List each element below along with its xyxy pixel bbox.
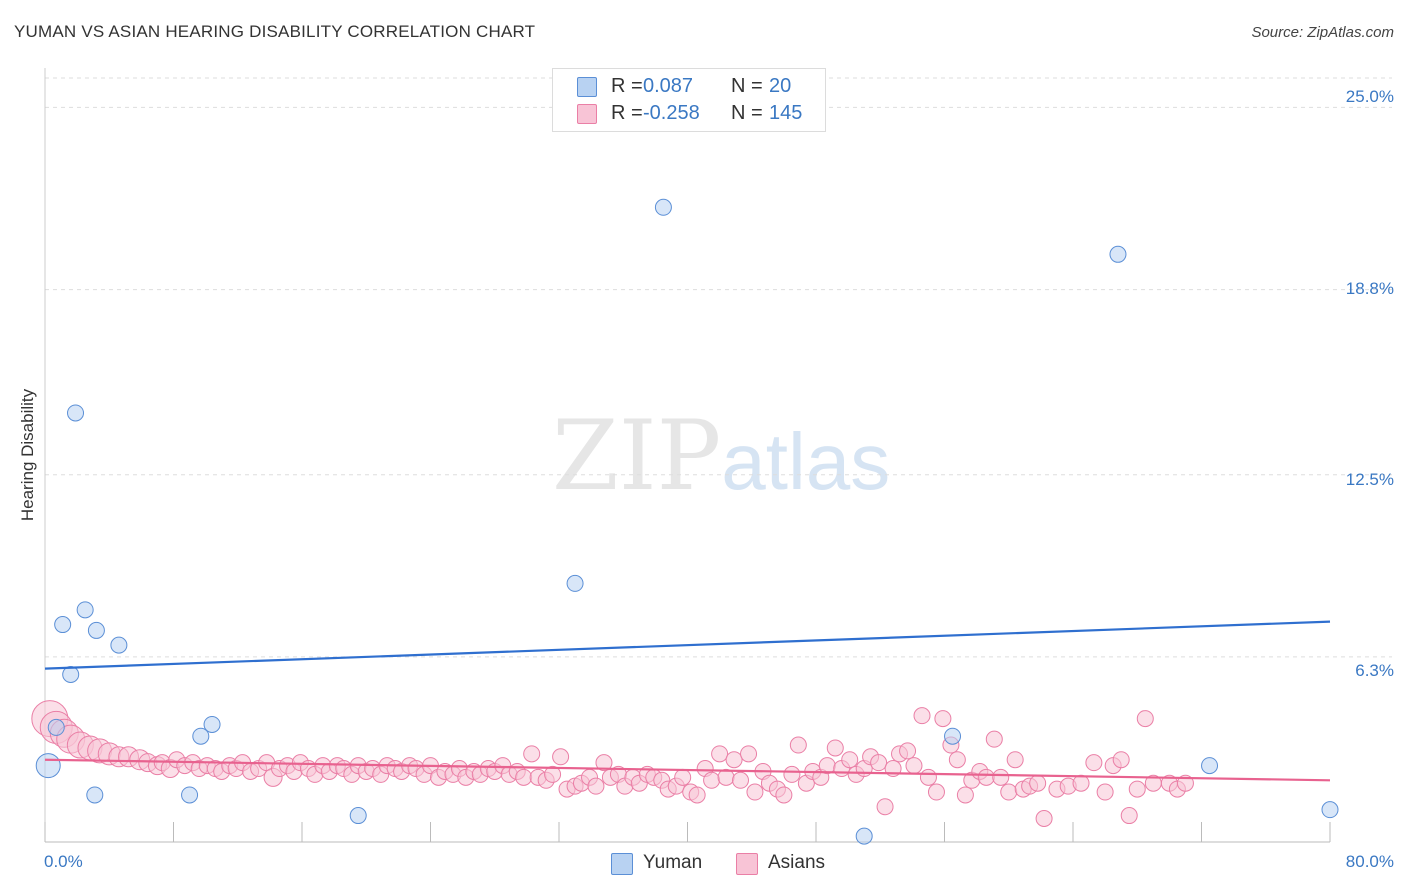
asians-point xyxy=(523,745,541,763)
yuman-point xyxy=(35,753,61,779)
asians-point xyxy=(1176,774,1194,792)
asians-point xyxy=(992,768,1010,786)
yuman-point xyxy=(62,666,80,684)
asians-point xyxy=(905,757,923,775)
yuman-point xyxy=(86,786,104,804)
bottom-legend-swatch-yuman xyxy=(611,853,633,875)
bottom-legend-label: Yuman xyxy=(643,852,703,873)
asians-point xyxy=(674,768,692,786)
watermark-atlas: atlas xyxy=(721,417,891,506)
asians-point xyxy=(934,710,952,728)
n-label: N = xyxy=(731,102,763,124)
watermark: ZIPatlas xyxy=(552,400,890,512)
yuman-point xyxy=(110,636,128,654)
y-tick-label: 25.0% xyxy=(1345,87,1394,106)
asians-point xyxy=(515,768,533,786)
yuman-point xyxy=(54,616,72,634)
asians-point xyxy=(587,777,605,795)
yuman-point xyxy=(855,827,873,845)
asians-point xyxy=(1029,774,1047,792)
yuman-point xyxy=(203,715,221,733)
asians-point xyxy=(948,751,966,769)
asians-point xyxy=(740,745,758,763)
asians-point xyxy=(552,748,570,766)
asians-point xyxy=(985,730,1003,748)
asians-point xyxy=(1000,783,1018,801)
yuman-point xyxy=(87,621,105,639)
yuman-point xyxy=(1109,245,1127,263)
asians-point xyxy=(595,754,613,772)
r-label: R = xyxy=(611,102,643,124)
stats-legend: R = 0.087 N = 20 R = -0.258 N = 145 xyxy=(552,68,826,132)
asians-point xyxy=(1112,751,1130,769)
yuman-trendline xyxy=(44,620,1331,670)
asians-point xyxy=(789,736,807,754)
asians-point xyxy=(746,783,764,801)
n-label: N = xyxy=(731,75,763,97)
yuman-point xyxy=(654,198,672,216)
legend-swatch-asians xyxy=(577,104,597,124)
bottom-legend-swatch-asians xyxy=(736,853,758,875)
y-tick-label: 18.8% xyxy=(1345,279,1394,298)
asians-point xyxy=(899,742,917,760)
asians-point xyxy=(703,771,721,789)
asians-point xyxy=(1085,754,1103,772)
asians-point xyxy=(711,745,729,763)
chart-title: YUMAN VS ASIAN HEARING DISABILITY CORREL… xyxy=(14,22,536,41)
y-axis-label: Hearing Disability xyxy=(18,388,37,522)
yuman-point xyxy=(47,718,65,736)
yuman-point xyxy=(67,404,85,422)
r-label: R = xyxy=(611,75,643,97)
bottom-legend-label: Asians xyxy=(768,852,826,873)
asians-point xyxy=(841,751,859,769)
r-value: -0.258 xyxy=(643,102,700,124)
asians-point xyxy=(876,798,894,816)
y-tick-label: 12.5% xyxy=(1345,470,1394,489)
y-tick-label: 6.3% xyxy=(1355,661,1394,680)
asians-point xyxy=(688,786,706,804)
asians-point xyxy=(1128,780,1146,798)
yuman-point xyxy=(181,786,199,804)
x-tick-label-min: 0.0% xyxy=(44,852,83,871)
asians-trendline xyxy=(44,758,1331,782)
asians-point xyxy=(783,765,801,783)
asians-point xyxy=(913,707,931,725)
asians-point xyxy=(927,783,945,801)
asians-point xyxy=(1120,807,1138,825)
asians-point xyxy=(826,739,844,757)
asians-point xyxy=(870,754,888,772)
x-tick-label-max: 80.0% xyxy=(1345,852,1394,871)
yuman-point xyxy=(566,574,584,592)
asians-point xyxy=(732,771,750,789)
source-note: Source: ZipAtlas.com xyxy=(1251,24,1394,41)
yuman-point xyxy=(1201,757,1219,775)
legend-swatch-yuman xyxy=(577,77,597,97)
asians-point xyxy=(1035,809,1053,827)
asians-point xyxy=(725,751,743,769)
n-value: 20 xyxy=(769,75,792,97)
yuman-point xyxy=(1321,801,1339,819)
yuman-point xyxy=(76,601,94,619)
asians-point xyxy=(1136,710,1154,728)
n-value: 145 xyxy=(769,102,803,124)
asians-point xyxy=(775,786,793,804)
yuman-point xyxy=(349,807,367,825)
asians-point xyxy=(544,765,562,783)
asians-point xyxy=(1096,783,1114,801)
asians-point xyxy=(919,768,937,786)
watermark-zip: ZIP xyxy=(552,400,722,512)
r-value: 0.087 xyxy=(643,75,694,97)
asians-point xyxy=(956,786,974,804)
asians-point xyxy=(1072,774,1090,792)
asians-point xyxy=(1006,751,1024,769)
yuman-point xyxy=(944,727,962,745)
asians-point xyxy=(977,768,995,786)
yuman-point xyxy=(192,727,210,745)
